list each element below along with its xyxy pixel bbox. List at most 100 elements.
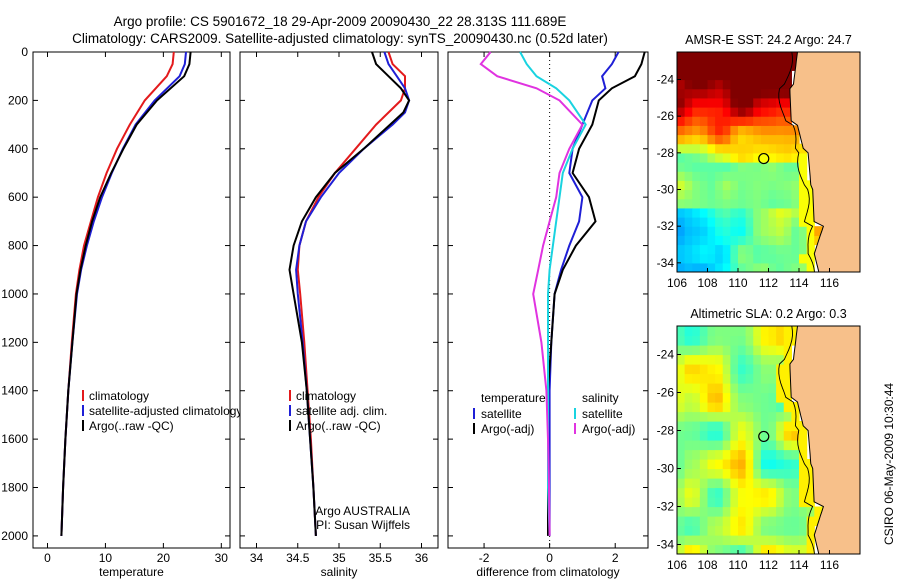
- map-cell: [760, 459, 770, 470]
- map-cell: [715, 478, 724, 489]
- map-cell: [707, 364, 716, 375]
- map-cell: [799, 162, 808, 172]
- map-cell: [692, 497, 701, 508]
- map-cell: [715, 171, 724, 181]
- map-cell: [799, 440, 808, 451]
- map-cell: [684, 171, 693, 181]
- y-tick-label: 0: [21, 45, 28, 59]
- map-cell: [715, 392, 724, 403]
- map-cell: [684, 506, 693, 517]
- map-cell: [745, 171, 754, 181]
- map-cell: [768, 487, 777, 498]
- map-cell: [677, 61, 686, 71]
- map-cell: [715, 79, 724, 90]
- map-cell: [791, 134, 800, 145]
- map-cell: [738, 171, 747, 181]
- map-cell: [692, 354, 701, 365]
- map-cell: [738, 79, 747, 90]
- map-cell: [806, 487, 815, 498]
- map-cell: [776, 373, 785, 384]
- map-cell: [692, 468, 701, 479]
- map-cell: [806, 198, 815, 209]
- map-cell: [707, 180, 716, 191]
- map-cell: [692, 189, 701, 200]
- map-cell: [760, 487, 770, 498]
- map-cell: [677, 189, 686, 200]
- map-cell: [677, 226, 686, 236]
- map-cell: [791, 430, 800, 441]
- map-cell: [699, 61, 709, 71]
- map-cell: [692, 262, 701, 272]
- map-cell: [745, 535, 754, 546]
- map-cell: [715, 335, 724, 346]
- map-cell: [722, 207, 731, 218]
- map-cell: [715, 516, 724, 527]
- map-cell: [768, 449, 777, 460]
- map-cell: [806, 525, 815, 536]
- map-cell: [760, 125, 770, 136]
- map-cell: [768, 383, 777, 394]
- map-cell: [699, 421, 709, 432]
- map-cell: [799, 189, 808, 200]
- map-cell: [753, 162, 762, 172]
- map-cell: [699, 171, 709, 181]
- map-cell: [768, 402, 777, 413]
- map-cell: [707, 253, 716, 264]
- map-cell: [684, 335, 693, 346]
- x-tick-label: 116: [820, 276, 839, 290]
- map-cell: [677, 516, 686, 527]
- map-cell: [707, 487, 716, 498]
- sla-map-panel: Altimetric SLA: 0.2 Argo: 0.3 106 108 110 11…: [657, 307, 861, 572]
- map-cell: [776, 262, 785, 272]
- legend-label: satellite: [481, 407, 522, 421]
- map-cell: [753, 487, 762, 498]
- map-cell: [745, 487, 754, 498]
- map-cell: [699, 326, 709, 337]
- map-cell: [684, 402, 693, 413]
- map-cell: [722, 88, 731, 99]
- series-line-salinity-argo-adj-: [479, 51, 584, 536]
- map-cell: [730, 411, 739, 422]
- map-cell: [677, 152, 686, 163]
- map-cell: [730, 61, 739, 71]
- map-cell: [715, 402, 724, 413]
- map-cell: [776, 459, 785, 470]
- map-cell: [760, 506, 770, 517]
- map-cell: [730, 198, 739, 209]
- map-cell: [783, 335, 792, 346]
- map-cell: [738, 535, 747, 546]
- map-cell: [715, 373, 724, 384]
- map-cell: [730, 535, 739, 546]
- map-cell: [791, 152, 800, 163]
- y-tick-label: 1800: [1, 481, 28, 495]
- annotation-text: Argo AUSTRALIA: [315, 504, 410, 518]
- map-cell: [715, 189, 724, 200]
- x-tick-label: 114: [789, 276, 808, 290]
- map-cell: [707, 198, 716, 209]
- map-cell: [753, 235, 762, 246]
- map-cell: [677, 88, 686, 99]
- map-cell: [753, 244, 762, 255]
- map-cell: [677, 440, 686, 451]
- x-tick-label: 34: [250, 551, 264, 565]
- map-cell: [768, 459, 777, 470]
- map-cell: [760, 345, 770, 356]
- map-cell: [745, 411, 754, 422]
- map-cell: [738, 364, 747, 375]
- map-cell: [799, 506, 808, 517]
- map-cell: [722, 335, 731, 346]
- map-cell: [692, 207, 701, 218]
- x-tick-label: 106: [667, 558, 687, 572]
- x-tick-label: 112: [759, 276, 778, 290]
- map-cell: [715, 217, 724, 227]
- map-cell: [722, 180, 731, 191]
- map-cell: [677, 335, 686, 346]
- map-cell: [699, 383, 709, 394]
- map-cell: [715, 449, 724, 460]
- map-cell: [753, 544, 762, 554]
- map-cell: [722, 61, 731, 71]
- map-cell: [799, 198, 808, 209]
- map-cell: [745, 421, 754, 432]
- map-cell: [684, 52, 693, 62]
- map-cell: [738, 125, 747, 136]
